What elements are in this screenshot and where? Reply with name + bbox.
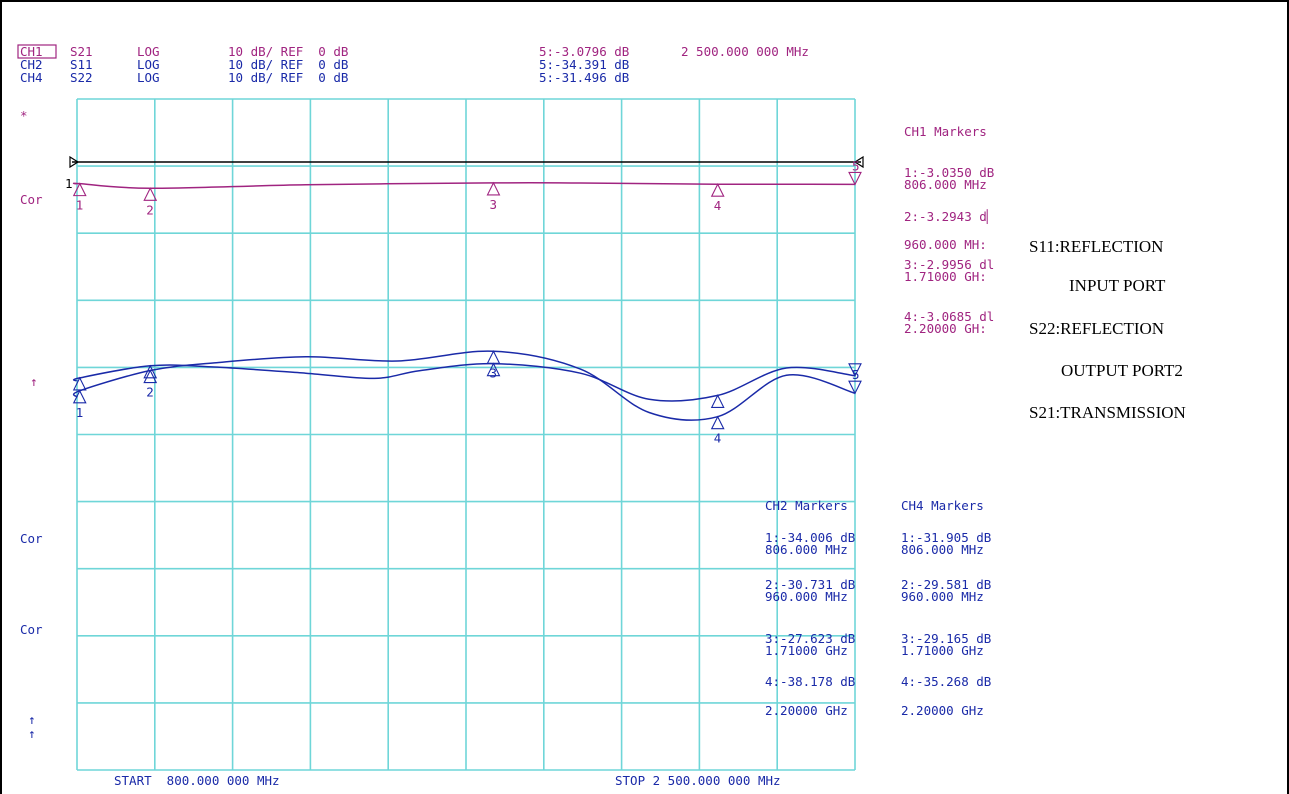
- marker-2-s11-icon: [143, 369, 158, 384]
- ch2-marker-3-freq: 1.71000 GHz: [765, 643, 848, 658]
- legend-notes: S11:REFLECTION INPUT PORT S22:REFLECTION…: [1029, 237, 1186, 422]
- marker-1-s21-label: 1: [76, 198, 84, 213]
- marker-3-s22-icon: [486, 362, 501, 377]
- header-ch1-format: LOG: [137, 44, 160, 59]
- marker-3-s21-label: 3: [489, 197, 497, 212]
- marker-4-s11-label: 4: [714, 431, 722, 446]
- ch2-markers-title: CH2 Markers: [765, 498, 848, 513]
- ch2-marker-1-value: 1:-34.006 dB: [765, 530, 855, 545]
- ch4-marker-3-freq: 1.71000 GHz: [901, 643, 984, 658]
- stop-frequency-label: STOP 2 500.000 000 MHz: [615, 773, 781, 788]
- ch4-marker-1-freq: 806.000 MHz: [901, 542, 984, 557]
- ch1-marker-2-freq: 960.000 MH:: [904, 237, 987, 252]
- header-ch1-param: S21: [70, 44, 93, 59]
- up-arrow-ch4-icon: ↑: [28, 726, 36, 741]
- marker-3-s21-icon: [486, 181, 501, 196]
- marker-3-s11-label: 3: [489, 365, 497, 380]
- legend-s22: S22:REFLECTION: [1029, 319, 1164, 338]
- marker-1-s11-icon: [72, 389, 87, 404]
- ch2-marker-2-freq: 960.000 MHz: [765, 589, 848, 604]
- legend-s11: S11:REFLECTION: [1029, 237, 1163, 256]
- ch2-marker-3-value: 3:-27.623 dB: [765, 631, 855, 646]
- marker-5-s21-label: 5: [852, 158, 860, 173]
- ch1-markers-panel: CH1 Markers 1:-3.0350 dB 806.000 MHz 2:-…: [904, 124, 994, 336]
- header-ch2-format: LOG: [137, 57, 160, 72]
- ch1-marker-2-value: 2:-3.2943 d▏: [904, 209, 994, 225]
- reference-right-marker-icon: [853, 155, 864, 169]
- ch1-marker-3-freq: 1.71000 GH:: [904, 269, 987, 284]
- header-ch2-param: S11: [70, 57, 93, 72]
- header-ch1-marker-value: 5:-3.0796 dB: [539, 44, 629, 59]
- trace-s22: [72, 362, 856, 402]
- cor-annotation-ch4: Cor: [20, 622, 43, 637]
- marker-1-s22-icon: [72, 376, 87, 391]
- trace-group: [72, 181, 856, 421]
- header-ch1-marker-freq: 2 500.000 000 MHz: [681, 44, 809, 59]
- marker-2-s21-label: 2: [146, 202, 154, 217]
- ch4-marker-3-value: 3:-29.165 dB: [901, 631, 991, 646]
- ch1-marker-1-value: 1:-3.0350 dB: [904, 165, 994, 180]
- cor-annotation-ch1: Cor: [20, 192, 43, 207]
- marker-2-s21-icon: [143, 187, 158, 201]
- header-ch1-scale: 10 dB/ REF 0 dB: [228, 44, 348, 59]
- legend-output-port2: OUTPUT PORT2: [1061, 361, 1183, 380]
- ch4-marker-2-freq: 960.000 MHz: [901, 589, 984, 604]
- marker-3-s11-icon: [486, 350, 501, 364]
- header-ch2-scale: 10 dB/ REF 0 dB: [228, 57, 348, 72]
- up-arrow-ch2-icon: ↑: [28, 712, 36, 727]
- cor-annotation-ch2: Cor: [20, 531, 43, 546]
- marker-4-s21-label: 4: [714, 198, 722, 213]
- marker-1-s11-label: 1: [76, 405, 84, 420]
- trace-s21: [72, 181, 856, 190]
- header-ch4-format: LOG: [137, 70, 160, 85]
- ch1-marker-3-value: 3:-2.9956 dl: [904, 257, 994, 272]
- ch4-marker-2-value: 2:-29.581 dB: [901, 577, 991, 592]
- header-ch2: CH2: [20, 57, 43, 72]
- ch1-markers-title: CH1 Markers: [904, 124, 987, 139]
- legend-s21: S21:TRANSMISSION: [1029, 403, 1186, 422]
- ch2-markers-panel: CH2 Markers 1:-34.006 dB 806.000 MHz 2:-…: [765, 498, 855, 718]
- header-ch1: CH1: [20, 44, 43, 59]
- ch4-marker-4-value: 4:-35.268 dB: [901, 674, 991, 689]
- ch4-markers-panel: CH4 Markers 1:-31.905 dB 806.000 MHz 2:-…: [901, 498, 991, 718]
- header-block: CH1 S21 LOG 10 dB/ REF 0 dB 5:-3.0796 dB…: [17, 44, 809, 85]
- star-annotation: *: [20, 108, 28, 123]
- marker-4-s21-icon: [710, 183, 725, 197]
- trace-s11: [72, 350, 856, 421]
- left-annotations: * Cor ↑ Cor Cor ↑ ↑: [20, 108, 43, 741]
- ch1-marker-1-freq: 806.000 MHz: [904, 177, 987, 192]
- ch4-marker-1-value: 1:-31.905 dB: [901, 530, 991, 545]
- ch2-marker-4-value: 4:-38.178 dB: [765, 674, 855, 689]
- marker-5-s21-icon: [848, 171, 862, 186]
- ch4-marker-4-freq: 2.20000 GHz: [901, 703, 984, 718]
- marker-2-s22-icon: [143, 364, 158, 379]
- marker-5-s11-icon: [848, 380, 862, 395]
- marker-4-s22-icon: [710, 394, 725, 408]
- header-ch4-scale: 10 dB/ REF 0 dB: [228, 70, 348, 85]
- start-frequency-label: START 800.000 000 MHz: [114, 773, 280, 788]
- marker-5-s22-icon: [848, 363, 862, 378]
- header-ch4-marker-value: 5:-31.496 dB: [539, 70, 629, 85]
- ch1-marker-4-value: 4:-3.0685 dl: [904, 309, 994, 324]
- ch2-marker-4-freq: 2.20000 GHz: [765, 703, 848, 718]
- legend-input-port: INPUT PORT: [1069, 276, 1166, 295]
- ch1-marker-4-freq: 2.20000 GH:: [904, 321, 987, 336]
- marker-1-s21-icon: [72, 182, 87, 197]
- ch2-marker-1-freq: 806.000 MHz: [765, 542, 848, 557]
- active-channel-box: [17, 44, 57, 59]
- plot-grid: [76, 98, 856, 771]
- ch4-markers-title: CH4 Markers: [901, 498, 984, 513]
- up-arrow-ch1-icon: ↑: [30, 374, 38, 389]
- ch2-marker-2-value: 2:-30.731 dB: [765, 577, 855, 592]
- header-ch2-marker-value: 5:-34.391 dB: [539, 57, 629, 72]
- header-ch4: CH4: [20, 70, 43, 85]
- header-ch4-param: S22: [70, 70, 93, 85]
- marker-2-s11-label: 2: [146, 385, 154, 400]
- reference-left-marker-icon: [69, 155, 80, 169]
- reference-marker-label: 1: [65, 176, 73, 191]
- marker-4-s11-icon: [710, 415, 725, 430]
